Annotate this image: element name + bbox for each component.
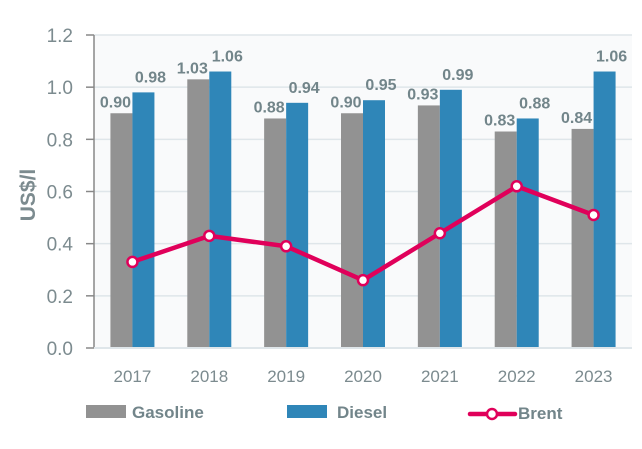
gasoline-bar	[187, 79, 210, 348]
brent-point	[279, 240, 293, 253]
diesel-bar	[286, 102, 309, 348]
x-tick-label: 2021	[421, 367, 459, 386]
x-tick-label: 2017	[114, 367, 152, 386]
diesel-data-label: 0.98	[135, 69, 166, 86]
diesel-data-label: 1.06	[596, 49, 627, 66]
gasoline-data-label: 0.88	[254, 99, 285, 116]
brent-point	[356, 273, 370, 287]
gasoline-data-label: 1.03	[177, 60, 208, 77]
legend-marker-brent	[485, 407, 499, 421]
diesel-data-label: 0.94	[289, 80, 320, 97]
x-tick-label: 2022	[498, 367, 536, 386]
brent-point	[433, 226, 447, 240]
diesel-bar	[132, 92, 155, 348]
legend-swatch-diesel	[287, 405, 327, 418]
legend-label-diesel: Diesel	[337, 403, 387, 422]
x-tick-label: 2023	[575, 367, 613, 386]
gasoline-bar	[417, 105, 440, 348]
diesel-data-label: 0.99	[442, 67, 473, 84]
diesel-bar	[516, 118, 539, 348]
y-axis-label: US$/l	[17, 169, 40, 222]
diesel-bar	[593, 71, 616, 349]
y-tick-label: 0.4	[47, 235, 74, 256]
gasoline-bar	[264, 118, 287, 348]
x-tick-label: 2018	[190, 367, 228, 386]
x-tick-label: 2019	[267, 367, 305, 386]
y-tick-label: 0.6	[47, 183, 73, 204]
diesel-bar	[439, 89, 462, 349]
y-tick-label: 1.0	[47, 78, 73, 99]
legend-swatch-gasoline	[86, 405, 126, 418]
diesel-bar	[209, 71, 232, 349]
gasoline-data-label: 0.90	[100, 94, 131, 111]
legend-label-brent: Brent	[518, 404, 563, 423]
y-tick-label: 0.2	[47, 287, 73, 308]
gasoline-bar	[110, 113, 133, 348]
gasoline-bar	[341, 113, 363, 348]
legend-label-gasoline: Gasoline	[132, 403, 204, 422]
brent-point	[126, 255, 139, 269]
gasoline-data-label: 0.83	[484, 113, 515, 130]
gasoline-bar	[494, 131, 517, 348]
y-tick-label: 1.2	[47, 26, 73, 47]
gasoline-data-label: 0.90	[330, 94, 361, 111]
brent-point	[587, 208, 600, 222]
y-tick-label: 0.0	[47, 339, 73, 360]
y-tick-label: 0.8	[47, 130, 73, 151]
brent-point	[510, 180, 523, 193]
brent-point	[203, 229, 216, 243]
diesel-bar	[363, 100, 385, 348]
gasoline-bar	[571, 128, 594, 348]
x-tick-label: 2020	[344, 367, 382, 386]
diesel-data-label: 0.95	[365, 77, 396, 94]
diesel-data-label: 0.88	[519, 95, 550, 112]
gasoline-data-label: 0.93	[407, 86, 438, 103]
gasoline-data-label: 0.84	[561, 110, 592, 127]
diesel-data-label: 1.06	[212, 49, 243, 66]
